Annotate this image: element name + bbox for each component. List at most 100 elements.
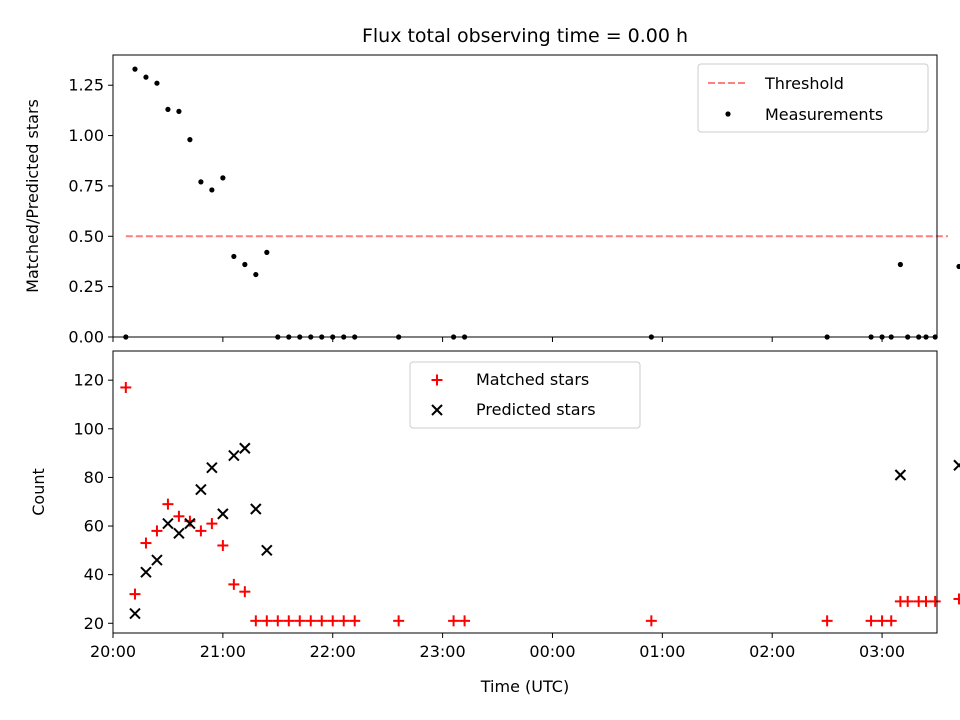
top-y-axis-label: Matched/Predicted stars — [23, 99, 42, 293]
bottom-ytick-label: 80 — [84, 468, 104, 487]
predicted-star-point — [953, 459, 960, 471]
matched-star-point — [239, 586, 251, 598]
legend-measurements-swatch — [725, 111, 731, 117]
bottom-ytick-label: 100 — [73, 419, 104, 438]
top-ytick-label: 0.50 — [68, 227, 104, 246]
predicted-star-point — [261, 544, 273, 557]
measurement-point — [165, 106, 171, 112]
predicted-star-point — [217, 508, 229, 520]
top-ytick-label: 0.00 — [68, 328, 104, 347]
xtick-label: 22:00 — [310, 642, 356, 661]
top-legend: Threshold Measurements — [697, 63, 929, 133]
legend-threshold-label: Threshold — [764, 74, 844, 93]
matched-star-point — [283, 615, 295, 627]
measurement-point — [143, 74, 149, 80]
predicted-star-point — [151, 554, 163, 566]
measurement-point — [187, 137, 193, 143]
matched-star-point — [929, 595, 941, 607]
xtick-label: 02:00 — [749, 642, 795, 661]
measurement-point — [956, 263, 960, 270]
legend-matched-swatch — [431, 374, 443, 386]
measurement-point — [154, 80, 160, 86]
measurement-point — [209, 187, 215, 193]
xtick-label: 23:00 — [420, 642, 466, 661]
measurement-point — [231, 253, 237, 260]
bottom-subplot: 20 40 60 80 100 120 20:00 21:00 22:00 23:00 00:00 0… — [73, 350, 960, 661]
predicted-star-point — [173, 527, 185, 540]
predicted-star-point — [184, 517, 196, 530]
bottom-ytick-label: 40 — [84, 565, 104, 584]
matched-star-point — [316, 615, 328, 627]
xtick-label: 01:00 — [639, 642, 685, 661]
matched-star-point — [349, 615, 361, 627]
xtick-label: 03:00 — [859, 642, 905, 661]
bottom-axes-frame — [112, 350, 938, 634]
bottom-ytick-label: 20 — [84, 614, 104, 633]
matched-star-point — [338, 615, 350, 627]
matched-star-point — [184, 515, 196, 527]
matched-star-point — [645, 615, 657, 627]
matched-star-point — [140, 537, 152, 549]
predicted-star-point — [140, 566, 152, 578]
measurement-point — [176, 108, 182, 114]
legend-measurements-label: Measurements — [765, 105, 883, 124]
bottom-x-axis-label: Time (UTC) — [480, 677, 569, 696]
matched-star-point — [393, 615, 405, 627]
matched-star-point — [294, 615, 306, 627]
xtick-label: 20:00 — [90, 642, 136, 661]
predicted-star-point — [129, 607, 141, 620]
bottom-y-axis-label: Count — [29, 468, 48, 516]
top-ytick-label: 0.25 — [68, 277, 104, 296]
measurement-point — [242, 261, 248, 268]
matched-star-point — [228, 578, 240, 590]
predicted-star-point — [250, 503, 262, 515]
matched-star-point — [151, 525, 163, 537]
top-ytick-label: 1.25 — [68, 76, 104, 95]
matched-star-point — [162, 498, 174, 510]
predicted-star-point — [195, 483, 207, 496]
matched-star-point — [206, 518, 218, 530]
matched-star-point — [327, 615, 339, 627]
matched-star-point — [305, 615, 317, 627]
top-axes-frame — [112, 54, 938, 338]
top-subplot: 0.00 0.25 0.50 0.75 1.00 1.25 Threshold Measure… — [68, 54, 960, 347]
matched-star-point — [448, 615, 460, 627]
matched-star-point — [821, 615, 833, 627]
predicted-star-point — [239, 442, 251, 454]
xtick-label: 00:00 — [529, 642, 575, 661]
predicted-star-point — [228, 449, 240, 462]
measurement-point — [132, 66, 138, 72]
matched-star-point — [459, 615, 471, 627]
matched-star-point — [885, 615, 897, 627]
matched-star-point — [120, 381, 132, 393]
chart-title: Flux total observing time = 0.00 h — [362, 25, 688, 47]
bottom-ytick-label: 120 — [73, 371, 104, 390]
matched-star-point — [953, 593, 960, 605]
legend-predicted-swatch — [431, 404, 443, 416]
bottom-legend: Matched stars Predicted stars — [409, 361, 641, 429]
predicted-star-point — [206, 461, 218, 474]
matched-star-point — [217, 539, 229, 551]
top-ytick-label: 0.75 — [68, 176, 104, 195]
matched-star-point — [173, 510, 185, 522]
matched-star-point — [865, 615, 877, 627]
top-ytick-label: 1.00 — [68, 126, 104, 145]
measurement-point — [253, 271, 259, 278]
legend-predicted-label: Predicted stars — [476, 400, 596, 419]
measurement-point — [220, 175, 226, 181]
legend-frame — [409, 361, 641, 429]
matched-star-point — [261, 615, 273, 627]
matched-star-point — [195, 525, 207, 537]
legend-matched-label: Matched stars — [476, 370, 589, 389]
measurement-point — [198, 179, 204, 185]
predicted-star-point — [162, 517, 174, 530]
legend-frame — [697, 63, 929, 133]
xtick-label: 21:00 — [200, 642, 246, 661]
matched-star-point — [250, 615, 262, 627]
bottom-ytick-label: 60 — [84, 517, 104, 536]
matched-star-point — [272, 615, 284, 627]
measurement-point — [264, 249, 270, 255]
measurement-point — [897, 261, 903, 268]
matched-star-point — [129, 588, 141, 600]
predicted-star-point — [894, 469, 907, 481]
